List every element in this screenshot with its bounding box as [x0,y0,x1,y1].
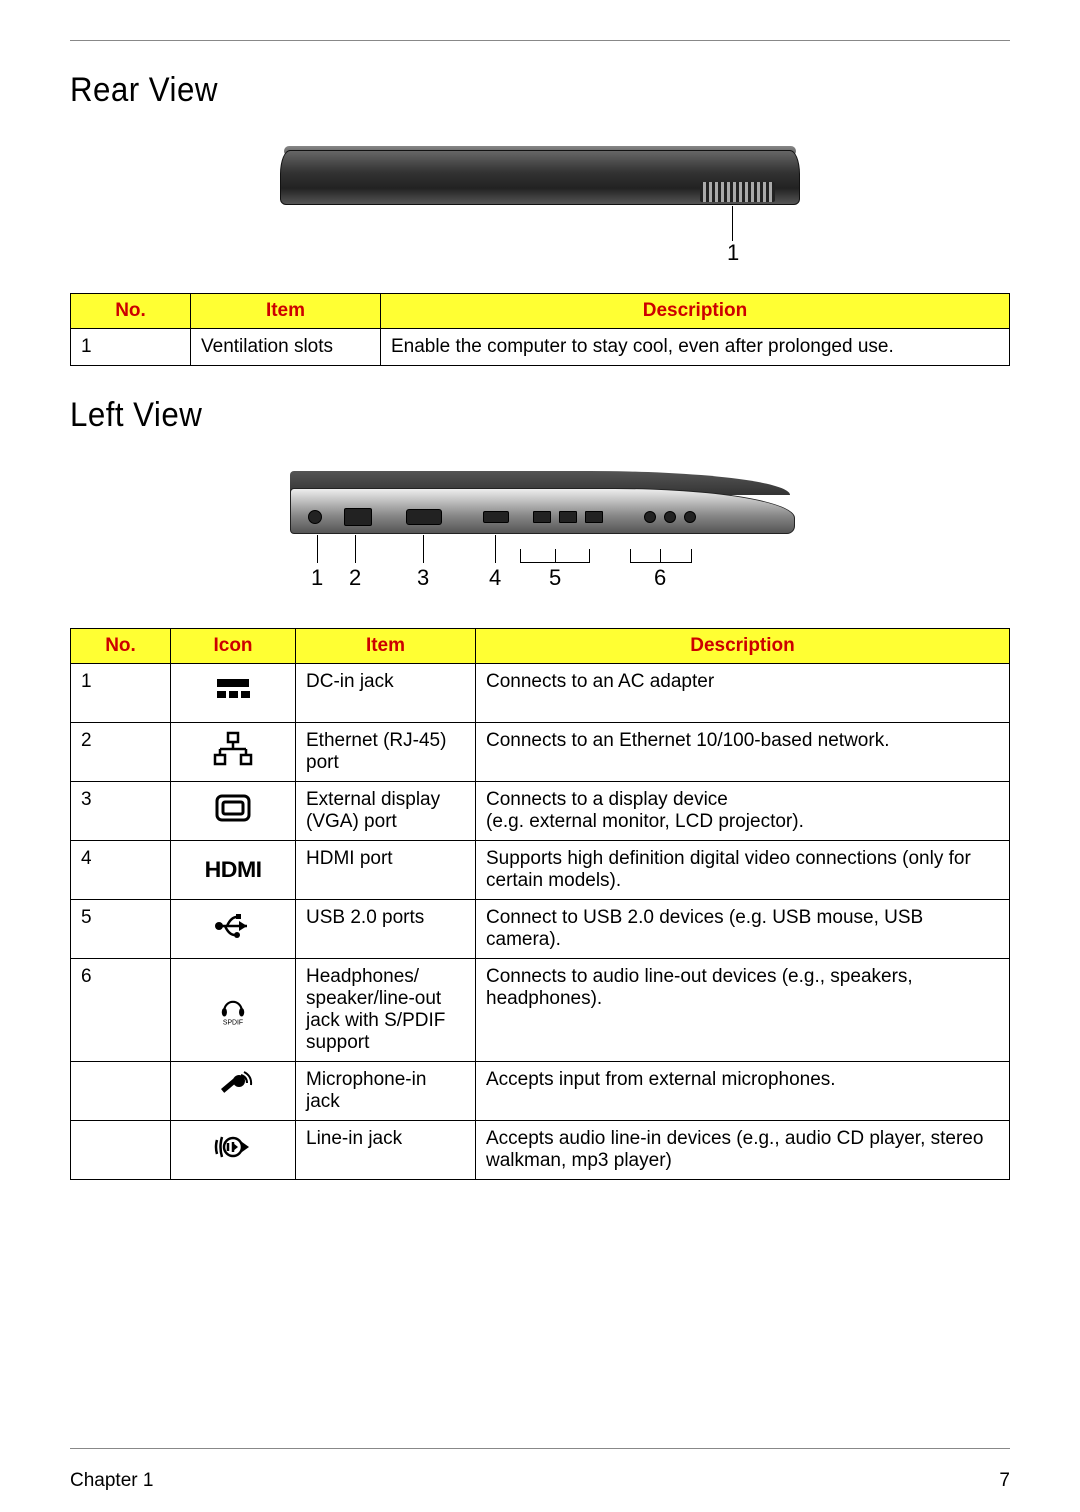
left-th-desc: Description [476,629,1010,664]
usb-icon [211,907,255,951]
table-row: 1 Ventilation slots Enable the computer … [71,329,1010,366]
left-callout-5: 5 [549,565,561,591]
rear-th-no: No. [71,294,191,329]
line-in-icon [211,1128,255,1172]
rear-view-table: No. Item Description 1 Ventilation slots… [70,293,1010,366]
table-row: Line-in jack Accepts audio line-in devic… [71,1121,1010,1180]
left-th-item: Item [296,629,476,664]
left-th-icon: Icon [171,629,296,664]
left-th-no: No. [71,629,171,664]
dc-in-icon [211,671,255,715]
table-row: Microphone-in jack Accepts input from ex… [71,1062,1010,1121]
table-row: 3 External display (VGA) port Connects t… [71,782,1010,841]
spdif-headphone-icon: SPDIF [211,988,255,1032]
rear-th-desc: Description [381,294,1010,329]
rear-th-item: Item [191,294,381,329]
left-view-table: No. Icon Item Description 1 DC-in jack C… [70,628,1010,1180]
table-row: 2 Ethernet (RJ-45) port Connects to an E… [71,723,1010,782]
left-callout-2: 2 [349,565,361,591]
top-rule [70,40,1010,41]
table-row: 6 SPDIF Headphones/ speaker/line-out jac… [71,959,1010,1062]
left-callout-1: 1 [311,565,323,591]
footer-page-number: 7 [999,1470,1010,1492]
svg-text:SPDIF: SPDIF [223,1019,243,1026]
rear-callout-1: 1 [727,240,739,266]
table-row: 1 DC-in jack Connects to an AC adapter [71,664,1010,723]
bottom-rule [70,1448,1010,1449]
left-view-heading: Left View [70,396,935,435]
rear-view-figure: 1 [70,128,1010,273]
page-footer: Chapter 1 7 [70,1470,1010,1492]
footer-chapter: Chapter 1 [70,1470,153,1492]
table-row: 5 USB 2.0 ports Connect to USB 2.0 devic… [71,900,1010,959]
rear-view-heading: Rear View [70,71,935,110]
left-callout-3: 3 [417,565,429,591]
microphone-icon [211,1069,255,1113]
ethernet-icon [211,730,255,774]
left-callout-4: 4 [489,565,501,591]
vga-icon [211,789,255,833]
hdmi-icon: HDMI [205,857,262,883]
table-row: 4 HDMI HDMI port Supports high definitio… [71,841,1010,900]
left-view-figure: 1 2 3 4 5 6 [70,453,1010,608]
left-callout-6: 6 [654,565,666,591]
